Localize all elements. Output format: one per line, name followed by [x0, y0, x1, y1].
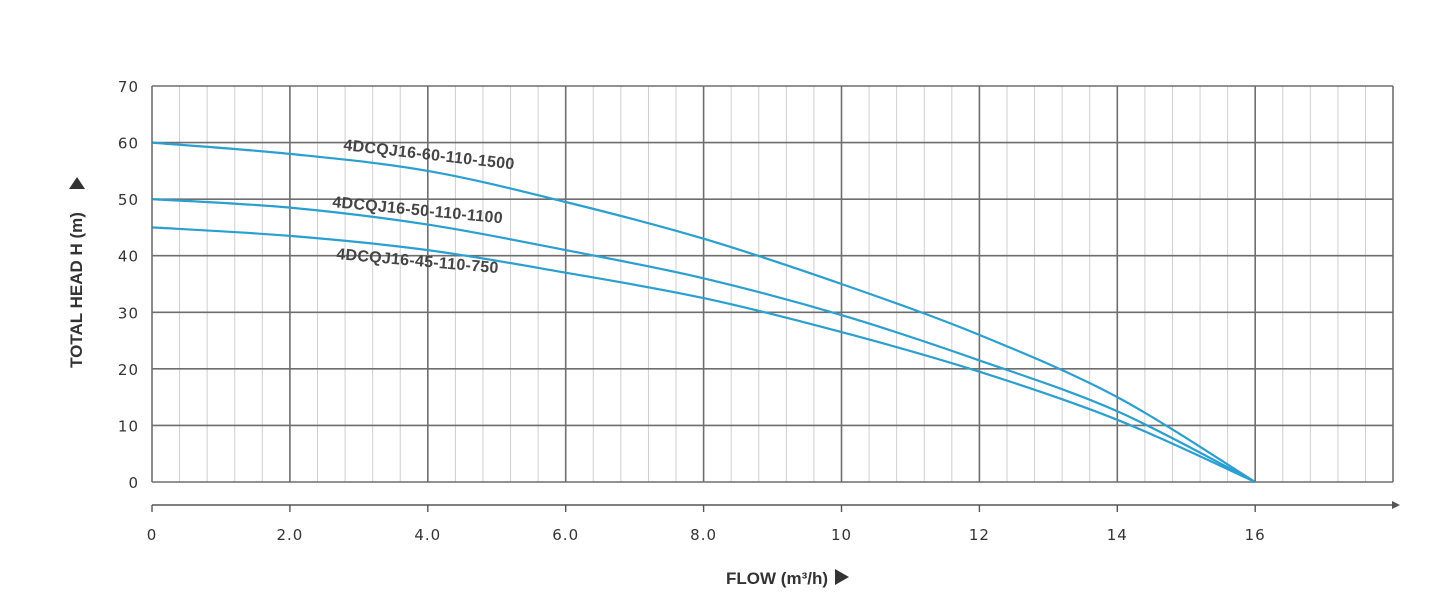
x-tick-labels: 0 2.0 4.0 6.0 8.0 10 12 14 16 — [147, 526, 1266, 544]
x-tick-label: 12 — [969, 526, 990, 544]
y-tick-label: 20 — [118, 361, 139, 379]
x-axis-title: FLOW (m³/h) — [726, 569, 828, 588]
x-axis-end-arrow-icon — [1392, 501, 1400, 509]
x-tick-label: 0 — [147, 526, 158, 544]
major-grid — [152, 85, 1393, 483]
y-axis-arrow-icon — [69, 177, 85, 189]
curve-line-1 — [151, 141, 1256, 483]
x-tick-label: 4.0 — [414, 526, 441, 544]
y-tick-label: 50 — [118, 191, 139, 209]
y-tick-label: 70 — [118, 78, 139, 96]
x-tick-label: 2.0 — [276, 526, 303, 544]
curve-line-3 — [151, 226, 1256, 484]
x-axis-arrow-icon — [835, 569, 849, 585]
x-tick-label: 14 — [1107, 526, 1128, 544]
curves — [151, 141, 1256, 484]
curve-label-3: 4DCQJ16-45-110-750 — [336, 246, 500, 277]
x-tick-label: 6.0 — [552, 526, 579, 544]
x-tick-label: 8.0 — [690, 526, 717, 544]
axes — [151, 86, 1400, 512]
y-tick-label: 0 — [128, 474, 139, 492]
y-tick-label: 30 — [118, 304, 139, 322]
minor-grid — [179, 86, 1367, 482]
y-tick-labels: 0 10 20 30 40 50 60 70 — [118, 78, 139, 492]
x-tick-label: 16 — [1245, 526, 1266, 544]
x-tick-label: 10 — [831, 526, 852, 544]
curve-line-2 — [151, 198, 1256, 483]
y-tick-label: 10 — [118, 417, 139, 435]
y-tick-label: 60 — [118, 135, 139, 153]
y-tick-label: 40 — [118, 248, 139, 266]
y-axis-title: TOTAL HEAD H (m) — [67, 212, 86, 368]
